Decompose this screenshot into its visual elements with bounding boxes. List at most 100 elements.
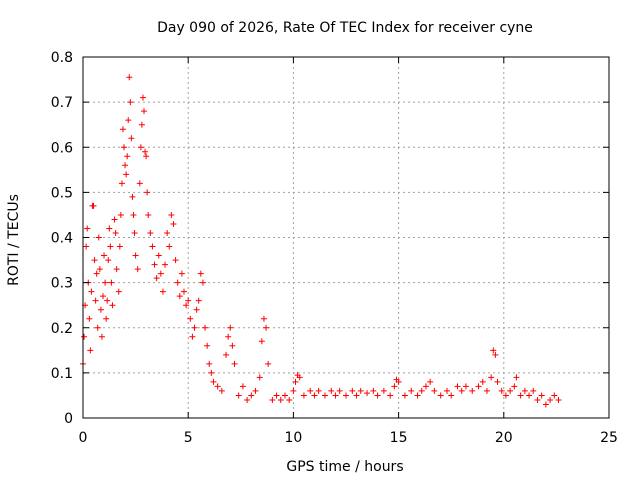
data-point [328,387,335,394]
data-point [380,387,387,394]
data-point [88,288,95,295]
data-point [103,315,110,322]
data-point [214,383,221,390]
data-point [269,396,276,403]
data-point [311,392,318,399]
data-point [208,369,215,376]
data-point [172,257,179,264]
grid-lines [83,57,609,418]
data-point [132,252,139,259]
data-point [260,315,267,322]
x-tick-label: 10 [284,430,302,446]
data-point [90,202,97,209]
data-point [206,360,213,367]
data-point [454,383,461,390]
data-point [195,297,202,304]
data-point [141,108,148,115]
data-point [551,392,558,399]
data-point [143,153,150,160]
data-point [223,351,230,358]
data-point [252,387,259,394]
data-point [542,401,549,408]
y-axis-label: ROTI / TECUs [6,194,22,286]
data-point [116,243,123,250]
data-point [374,392,381,399]
data-point [199,279,206,286]
data-point [98,333,105,340]
data-point [106,225,113,232]
data-point [526,392,533,399]
data-point [530,387,537,394]
data-point [121,144,128,151]
axis-ticks: 0 5 10 15 20 25 0 0.1 0.2 0.3 0.4 0.5 0.6 0.7 0.8 [51,50,618,446]
data-point [336,387,343,394]
data-point [81,333,88,340]
y-tick-label: 0.2 [51,321,73,337]
data-point [343,392,349,399]
data-point [490,347,497,354]
data-point [258,338,265,345]
data-point [136,180,143,187]
data-point [349,387,356,394]
data-point [166,243,173,250]
data-point [174,279,181,286]
data-point [104,297,111,304]
data-point [178,270,185,277]
data-point [296,374,303,381]
y-tick-label: 0.1 [51,366,73,382]
data-point [164,229,171,236]
data-point [414,392,421,399]
data-point [401,392,408,399]
data-point [131,229,138,236]
data-point [332,392,339,399]
data-point [129,193,136,200]
data-point [292,378,299,385]
data-point [147,229,154,236]
x-tick-label: 15 [390,430,408,446]
data-point [277,396,284,403]
data-point [109,302,116,309]
data-point [119,126,126,133]
data-point [138,121,145,128]
data-point [93,270,100,277]
data-point [191,324,198,331]
y-tick-label: 0 [64,411,73,427]
data-point [204,342,211,349]
data-point [107,243,114,250]
data-point [118,180,125,187]
data-point [180,288,187,295]
data-point [105,257,112,264]
data-point [185,297,192,304]
data-point [483,387,490,394]
data-point [507,387,514,394]
data-point [418,387,425,394]
data-point [494,378,501,385]
data-point [534,396,541,403]
data-point [353,392,360,399]
data-point [197,270,204,277]
data-point [231,360,238,367]
data-point [458,387,465,394]
data-point [117,211,124,218]
data-point [265,360,272,367]
data-point [511,383,518,390]
y-tick-label: 0.6 [51,140,73,156]
data-point [357,387,364,394]
data-point [187,315,194,322]
data-point [159,288,166,295]
data-point [475,383,482,390]
data-point [130,211,137,218]
data-point [170,220,177,227]
data-point [176,293,183,300]
data-point [91,257,98,264]
data-point [96,266,103,273]
data-point [218,387,225,394]
data-point [256,374,263,381]
data-point [168,211,175,218]
data-point [94,324,101,331]
data-point [307,387,314,394]
x-tick-label: 0 [79,430,88,446]
data-point [189,333,196,340]
data-point [513,374,520,381]
x-tick-label: 25 [600,430,618,446]
